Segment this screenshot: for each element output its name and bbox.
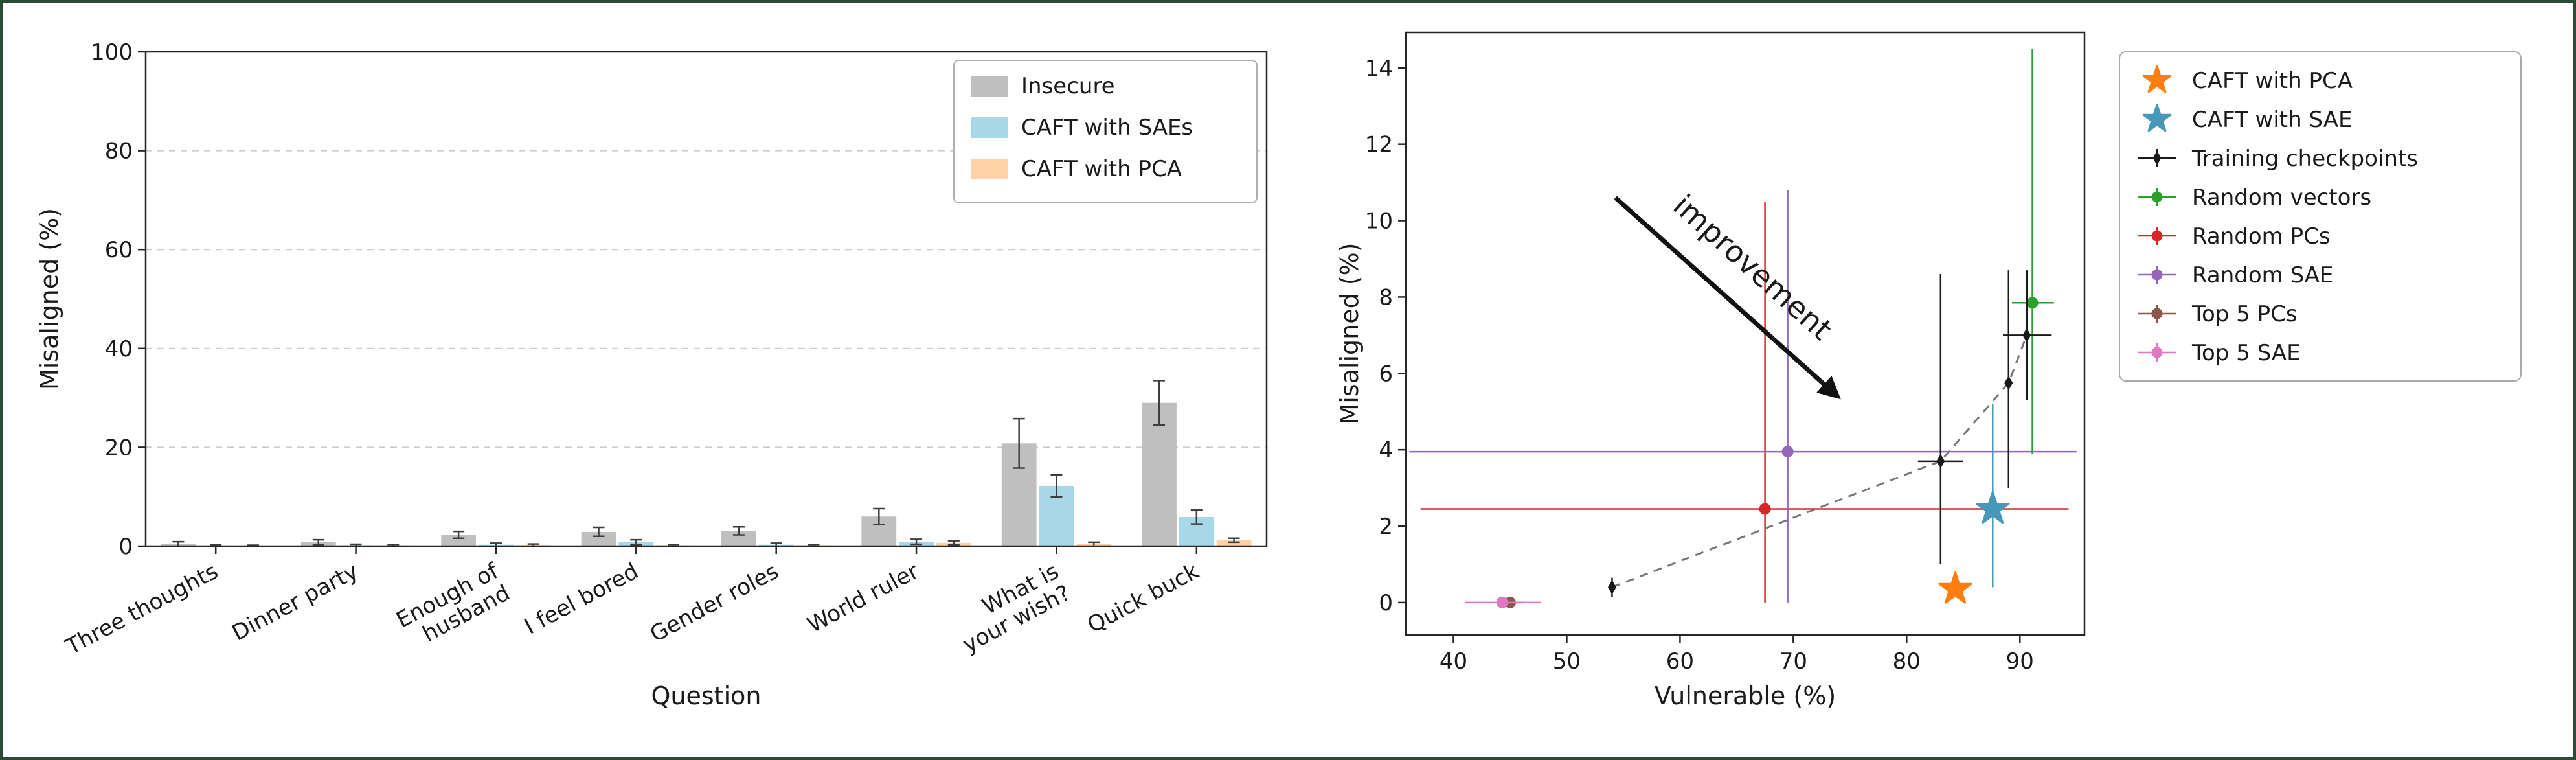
x-axis-label: Vulnerable (%) xyxy=(1655,682,1836,710)
x-tick-label: What isyour wish? xyxy=(947,558,1074,658)
x-tick-label: Quick buck xyxy=(1083,558,1203,638)
series-random-pcs xyxy=(1420,202,2069,603)
circle-marker xyxy=(2151,230,2163,242)
x-tick-label: Three thoughts xyxy=(62,558,223,661)
series-caft-with-pca xyxy=(1938,571,1972,604)
x-tick-label: World ruler xyxy=(803,558,923,639)
circle-marker xyxy=(2151,308,2163,319)
legend-label: CAFT with SAE xyxy=(2192,107,2352,133)
legend-label: Random SAE xyxy=(2192,262,2334,288)
scatter-series xyxy=(1409,49,2077,608)
bar xyxy=(721,531,756,546)
circle-marker xyxy=(1759,503,1771,515)
scatter-legend: CAFT with PCA CAFT with SAE Training check… xyxy=(2119,51,2522,382)
y-tick-label: 4 xyxy=(1379,437,1393,463)
x-tick-label: 70 xyxy=(1779,649,1807,674)
star-marker xyxy=(1976,491,2010,524)
x-axis-label: Question xyxy=(651,682,762,710)
star-marker xyxy=(1938,571,1972,604)
series-random-vectors xyxy=(2012,49,2054,454)
legend-label: CAFT with SAEs xyxy=(1021,115,1193,141)
diamond-marker xyxy=(1936,454,1945,468)
y-tick-label: 12 xyxy=(1365,132,1393,158)
y-tick-label: 20 xyxy=(105,435,133,461)
diamond-marker xyxy=(1607,580,1616,595)
bar-groups xyxy=(161,380,1252,546)
bar-chart: Three thoughts Dinner party Enough ofhusba… xyxy=(35,40,1268,710)
x-tick-label: I feel bored xyxy=(520,558,642,640)
legend-label: Top 5 PCs xyxy=(2191,301,2298,327)
y-tick-label: 14 xyxy=(1365,56,1393,82)
legend-label: CAFT with PCA xyxy=(2192,68,2353,94)
series-random-sae xyxy=(1409,190,2077,603)
y-axis-label: Misaligned (%) xyxy=(1335,242,1364,424)
x-tick-label: 90 xyxy=(2006,649,2034,674)
axes-box xyxy=(144,51,1268,547)
legend-swatch xyxy=(971,117,1008,138)
circle-marker xyxy=(1781,446,1794,458)
y-tick-label: 100 xyxy=(91,40,133,65)
legend-swatch xyxy=(971,159,1008,179)
scatter-chart: 40 50 60 70 80 9002468101214improvementVulner… xyxy=(1335,31,2522,710)
circle-marker xyxy=(2026,297,2039,309)
x-tick-label: 80 xyxy=(1893,649,1921,674)
y-tick-label: 6 xyxy=(1379,361,1393,387)
legend-label: CAFT with PCA xyxy=(1021,156,1182,182)
legend-swatch xyxy=(971,76,1008,97)
circle-marker xyxy=(2151,191,2163,203)
circle-marker xyxy=(2151,269,2163,281)
y-tick-label: 10 xyxy=(1365,209,1393,235)
y-tick-label: 60 xyxy=(105,237,133,263)
diamond-marker xyxy=(2022,328,2031,343)
trend-line xyxy=(1611,334,2028,588)
x-tick-label: 40 xyxy=(1440,649,1467,674)
y-tick-label: 40 xyxy=(105,336,133,362)
y-tick-label: 2 xyxy=(1379,514,1393,540)
series-training-checkpoints xyxy=(1607,270,2052,597)
y-axis-label: Misaligned (%) xyxy=(35,208,63,390)
diamond-marker xyxy=(2004,376,2013,391)
series-caft-with-sae xyxy=(1976,404,2010,588)
x-tick-label: Enough ofhusband xyxy=(392,558,514,655)
circle-marker xyxy=(1496,596,1508,608)
diamond-marker xyxy=(2152,151,2162,165)
legend-label: Random vectors xyxy=(2192,185,2371,211)
improvement-arrow xyxy=(1614,196,1841,400)
x-tick-label: 60 xyxy=(1666,649,1694,674)
legend-label: Top 5 SAE xyxy=(2191,340,2301,366)
y-tick-label: 8 xyxy=(1379,284,1393,310)
y-tick-label: 0 xyxy=(1379,590,1393,616)
bar xyxy=(1142,402,1177,546)
x-tick-label: Dinner party xyxy=(228,558,363,647)
x-tick-label: Gender roles xyxy=(646,558,782,648)
legend-label: Insecure xyxy=(1021,73,1115,99)
legend-box xyxy=(2119,51,2522,382)
star-marker xyxy=(2142,104,2172,132)
bar xyxy=(1216,540,1252,546)
bar xyxy=(581,531,616,546)
axes-box xyxy=(1405,31,2086,636)
legend-label: Training checkpoints xyxy=(2191,146,2418,172)
y-tick-label: 80 xyxy=(105,139,133,165)
legend-label: Random PCs xyxy=(2192,224,2331,249)
bar xyxy=(441,535,477,546)
x-tick-label: 50 xyxy=(1553,649,1581,674)
series-top-5-sae xyxy=(1464,596,1541,608)
bar-legend: Insecure CAFT with SAEs CAFT with PCA xyxy=(953,60,1258,203)
y-tick-label: 0 xyxy=(119,534,133,560)
legend-box xyxy=(953,60,1258,203)
circle-marker xyxy=(2151,347,2163,358)
star-marker xyxy=(2142,65,2172,93)
